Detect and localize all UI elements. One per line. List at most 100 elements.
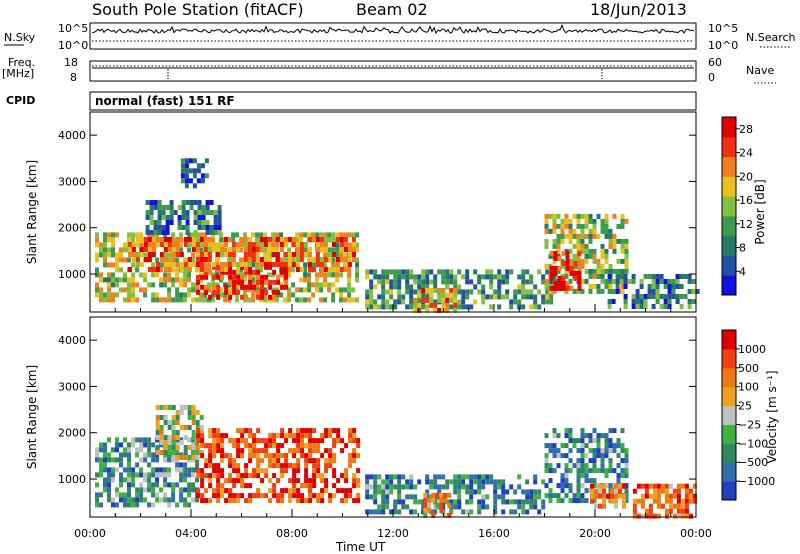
heatmap-cell (692, 498, 697, 504)
heatmap-cell (179, 440, 184, 445)
heatmap-cell (421, 504, 426, 510)
heatmap-cell (184, 173, 189, 179)
heatmap-cell (264, 473, 269, 479)
heatmap-cell (548, 463, 553, 469)
heatmap-cell (553, 265, 558, 271)
heatmap-cell (624, 493, 629, 499)
heatmap-cell (584, 468, 589, 474)
heatmap-cell (151, 242, 156, 247)
heatmap-cell (485, 474, 490, 480)
heatmap-cell (299, 257, 304, 262)
heatmap-cell (324, 468, 329, 474)
heatmap-cell (445, 484, 450, 490)
heatmap-cell (200, 173, 205, 179)
colorbar-swatch (722, 215, 736, 237)
heatmap-cell (115, 492, 119, 498)
heatmap-cell (544, 278, 549, 284)
heatmap-cell (319, 242, 324, 247)
heatmap-cell (223, 297, 228, 303)
heatmap-cell (252, 269, 257, 275)
colorbar-tick-label: −100 (738, 437, 768, 450)
heatmap-cell (252, 433, 257, 439)
heatmap-cell (331, 242, 336, 247)
heatmap-cell (200, 483, 205, 489)
heatmap-cell (292, 448, 297, 454)
heatmap-cell (631, 304, 636, 309)
heatmap-cell (107, 482, 111, 488)
heatmap-cell (572, 213, 577, 219)
heatmap-cell (652, 493, 657, 499)
heatmap-cell (99, 492, 103, 498)
heatmap-cell (139, 472, 144, 478)
heatmap-cell (200, 473, 205, 479)
heatmap-cell (548, 288, 553, 294)
heatmap-cell (328, 448, 333, 454)
heatmap-cell (624, 483, 629, 489)
heatmap-cell (600, 433, 605, 439)
heatmap-cell (115, 442, 119, 448)
heatmap-cell (553, 280, 558, 286)
heatmap-cell (291, 242, 296, 247)
heatmap-cell (614, 483, 618, 489)
heatmap-cell (211, 262, 216, 267)
heatmap-cell (212, 468, 217, 474)
heatmap-cell (553, 285, 558, 291)
heatmap-cell (600, 243, 605, 249)
heatmap-cell (596, 273, 601, 279)
heatmap-cell (600, 228, 605, 234)
heatmap-cell (179, 410, 184, 415)
heatmap-cell (561, 260, 566, 266)
heatmap-cell (149, 215, 154, 220)
heatmap-cell (296, 463, 301, 469)
heatmap-cell (131, 232, 136, 238)
heatmap-cell (260, 438, 265, 444)
heatmap-cell (316, 498, 321, 504)
heatmap-cell (175, 445, 180, 450)
heatmap-cell (421, 509, 426, 515)
heatmap-cell (525, 499, 530, 505)
heatmap-cell (544, 243, 549, 249)
heatmap-cell (580, 238, 585, 244)
heatmap-cell (577, 265, 582, 271)
heatmap-cell (179, 437, 184, 443)
heatmap-cell (145, 210, 150, 215)
heatmap-cell (119, 287, 123, 293)
heatmap-cell (644, 513, 649, 519)
heatmap-cell (457, 474, 462, 480)
heatmap-cell (151, 457, 156, 463)
heatmap-cell (549, 265, 554, 271)
heatmap-cell (655, 274, 660, 279)
x-tick-label: 00:00 (680, 527, 712, 540)
heatmap-cell (184, 168, 189, 174)
heatmap-cell (365, 274, 370, 280)
heatmap-cell (347, 257, 352, 263)
heatmap-cell (327, 272, 332, 278)
heatmap-cell (624, 218, 629, 224)
heatmap-cell (596, 263, 601, 269)
heatmap-cell (481, 289, 486, 295)
heatmap-cell (111, 272, 115, 278)
heatmap-cell (600, 463, 605, 469)
heatmap-cell (276, 443, 281, 449)
heatmap-cell (205, 205, 210, 210)
heatmap-cell (373, 484, 378, 490)
heatmap-cell (560, 453, 565, 459)
heatmap-cell (271, 237, 276, 243)
heatmap-cell (377, 504, 382, 510)
heatmap-cell (139, 252, 144, 257)
heatmap-cell (175, 420, 180, 425)
heatmap-cell (256, 438, 261, 444)
heatmap-cell (163, 467, 168, 473)
heatmap-cell (272, 453, 277, 459)
heatmap-cell (624, 488, 629, 494)
heatmap-cell (119, 452, 123, 458)
heatmap-cell (473, 269, 478, 275)
heatmap-cell (179, 237, 184, 243)
heatmap-cell (111, 237, 115, 243)
heatmap-cell (533, 499, 538, 505)
heatmap-cell (660, 503, 665, 509)
heatmap-cell (656, 483, 661, 489)
heatmap-cell (608, 243, 613, 249)
heatmap-cell (564, 468, 569, 474)
heatmap-cell (167, 440, 172, 445)
